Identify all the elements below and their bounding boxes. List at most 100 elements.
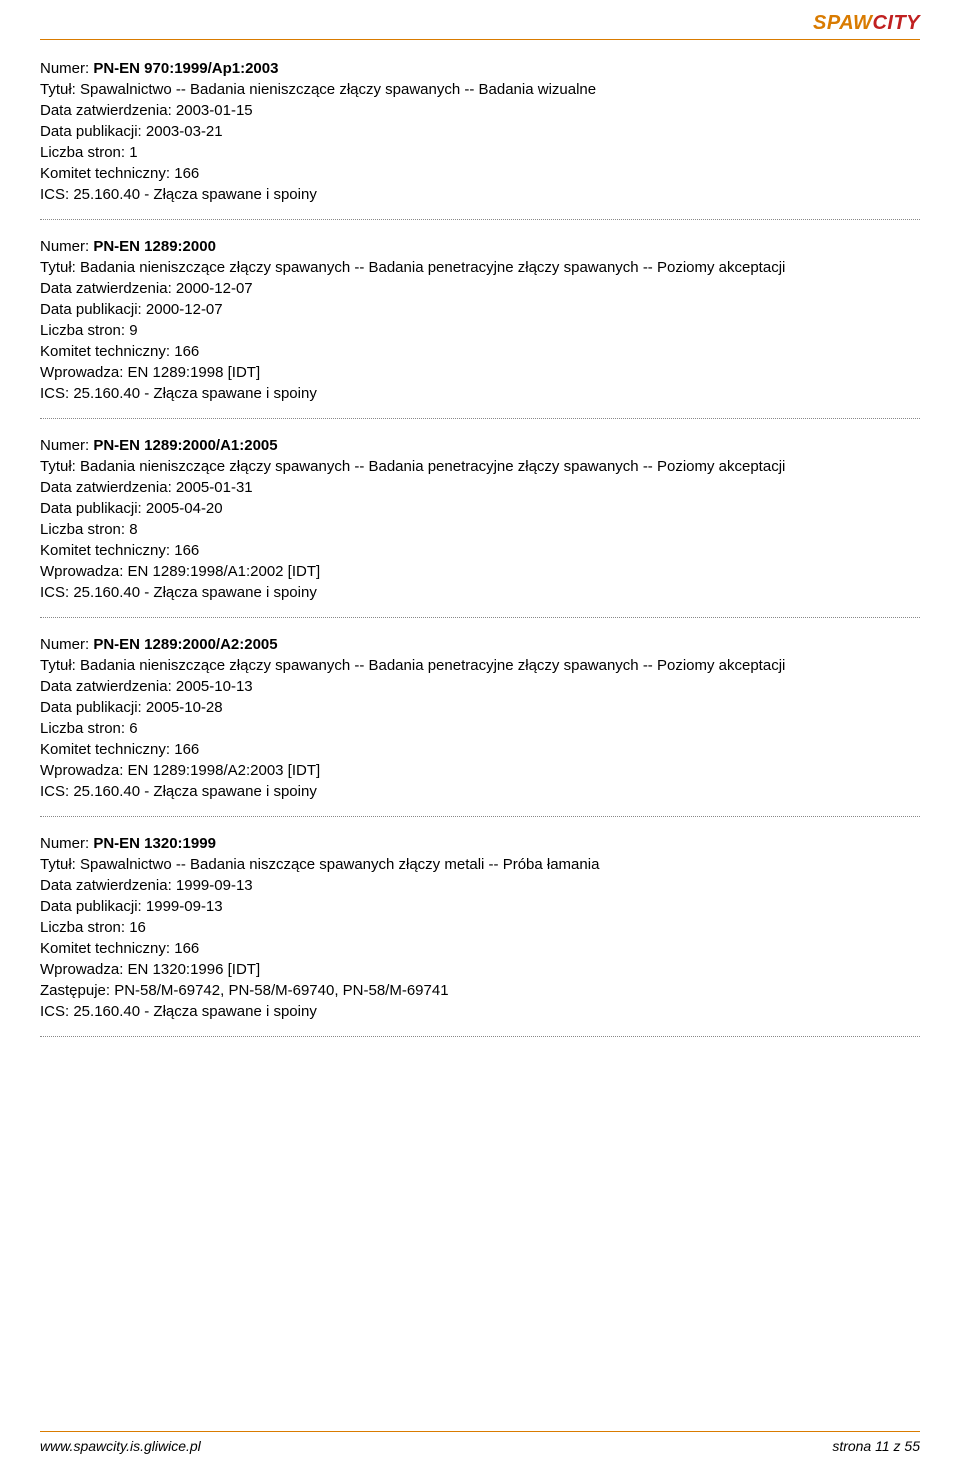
entry-wprowadza: Wprowadza: EN 1289:1998/A2:2003 [IDT] bbox=[40, 760, 920, 781]
entry-wprowadza: Wprowadza: EN 1320:1996 [IDT] bbox=[40, 959, 920, 980]
entry-tytul: Tytuł: Badania nieniszczące złączy spawa… bbox=[40, 456, 920, 477]
entry-data-zatw-label: Data zatwierdzenia: bbox=[40, 102, 176, 119]
entry-komitet-value: 166 bbox=[174, 542, 199, 559]
entry-data-zatw: Data zatwierdzenia: 1999-09-13 bbox=[40, 875, 920, 896]
entry-komitet-value: 166 bbox=[174, 741, 199, 758]
entry-data-pub-value: 1999-09-13 bbox=[146, 898, 223, 915]
entry-separator bbox=[40, 219, 920, 220]
entry-numer: Numer: PN-EN 1320:1999 bbox=[40, 833, 920, 854]
entry-ics-value: 25.160.40 - Złącza spawane i spoiny bbox=[73, 385, 316, 402]
entry-data-zatw-value: 2005-10-13 bbox=[176, 678, 253, 695]
entry-tytul: Tytuł: Spawalnictwo -- Badania nieniszcz… bbox=[40, 79, 920, 100]
entry: Numer: PN-EN 1289:2000/A1:2005Tytuł: Bad… bbox=[40, 435, 920, 603]
entry-liczba-stron: Liczba stron: 16 bbox=[40, 917, 920, 938]
entry-numer: Numer: PN-EN 1289:2000/A1:2005 bbox=[40, 435, 920, 456]
entry-komitet-value: 166 bbox=[174, 343, 199, 360]
entry-ics-value: 25.160.40 - Złącza spawane i spoiny bbox=[73, 1003, 316, 1020]
entry-data-zatw: Data zatwierdzenia: 2003-01-15 bbox=[40, 100, 920, 121]
entry-data-pub-label: Data publikacji: bbox=[40, 699, 146, 716]
entry-ics-value: 25.160.40 - Złącza spawane i spoiny bbox=[73, 584, 316, 601]
entry-data-zatw-value: 2003-01-15 bbox=[176, 102, 253, 119]
entry-liczba-stron: Liczba stron: 8 bbox=[40, 519, 920, 540]
entry-data-pub-value: 2003-03-21 bbox=[146, 123, 223, 140]
entry-liczba-stron-label: Liczba stron: bbox=[40, 720, 129, 737]
entry-liczba-stron-value: 9 bbox=[129, 322, 137, 339]
entry-ics-label: ICS: bbox=[40, 186, 73, 203]
entry-tytul-label: Tytuł: bbox=[40, 259, 80, 276]
footer-page: strona 11 z 55 bbox=[832, 1438, 920, 1454]
entry-tytul-value: Spawalnictwo -- Badania nieniszczące złą… bbox=[80, 81, 596, 98]
entry-ics: ICS: 25.160.40 - Złącza spawane i spoiny bbox=[40, 184, 920, 205]
entry-ics: ICS: 25.160.40 - Złącza spawane i spoiny bbox=[40, 582, 920, 603]
entry-numer-value: PN-EN 1320:1999 bbox=[93, 835, 216, 852]
entry-komitet-label: Komitet techniczny: bbox=[40, 165, 174, 182]
entry-komitet-label: Komitet techniczny: bbox=[40, 542, 174, 559]
entry-numer-label: Numer: bbox=[40, 60, 93, 77]
entry: Numer: PN-EN 1289:2000/A2:2005Tytuł: Bad… bbox=[40, 634, 920, 802]
entry-separator bbox=[40, 418, 920, 419]
entry-liczba-stron: Liczba stron: 9 bbox=[40, 320, 920, 341]
entry-ics: ICS: 25.160.40 - Złącza spawane i spoiny bbox=[40, 383, 920, 404]
entry-liczba-stron: Liczba stron: 6 bbox=[40, 718, 920, 739]
entry-wprowadza-label: Wprowadza: bbox=[40, 364, 128, 381]
entry-numer: Numer: PN-EN 1289:2000/A2:2005 bbox=[40, 634, 920, 655]
entry-wprowadza-label: Wprowadza: bbox=[40, 961, 128, 978]
header-rule bbox=[40, 39, 920, 40]
entry-komitet: Komitet techniczny: 166 bbox=[40, 938, 920, 959]
entry-numer: Numer: PN-EN 970:1999/Ap1:2003 bbox=[40, 58, 920, 79]
entry: Numer: PN-EN 970:1999/Ap1:2003Tytuł: Spa… bbox=[40, 58, 920, 205]
entry-separator bbox=[40, 1036, 920, 1037]
entry-ics-label: ICS: bbox=[40, 584, 73, 601]
entry-ics-value: 25.160.40 - Złącza spawane i spoiny bbox=[73, 783, 316, 800]
entry-data-zatw-value: 2005-01-31 bbox=[176, 479, 253, 496]
entry-data-pub-label: Data publikacji: bbox=[40, 500, 146, 517]
entry-numer-value: PN-EN 1289:2000/A1:2005 bbox=[93, 437, 277, 454]
entry-data-zatw: Data zatwierdzenia: 2005-10-13 bbox=[40, 676, 920, 697]
entry-numer-label: Numer: bbox=[40, 238, 93, 255]
entry-komitet-label: Komitet techniczny: bbox=[40, 741, 174, 758]
entry-data-zatw-value: 1999-09-13 bbox=[176, 877, 253, 894]
entry-data-pub: Data publikacji: 2005-10-28 bbox=[40, 697, 920, 718]
entry-wprowadza: Wprowadza: EN 1289:1998 [IDT] bbox=[40, 362, 920, 383]
entry-liczba-stron-value: 6 bbox=[129, 720, 137, 737]
entry-komitet-label: Komitet techniczny: bbox=[40, 343, 174, 360]
entry-wprowadza-value: EN 1289:1998/A2:2003 [IDT] bbox=[128, 762, 321, 779]
entry-zastepuje: Zastępuje: PN-58/M-69742, PN-58/M-69740,… bbox=[40, 980, 920, 1001]
entry-data-pub: Data publikacji: 2005-04-20 bbox=[40, 498, 920, 519]
entry-liczba-stron-label: Liczba stron: bbox=[40, 322, 129, 339]
entry-ics-label: ICS: bbox=[40, 1003, 73, 1020]
entries-list: Numer: PN-EN 970:1999/Ap1:2003Tytuł: Spa… bbox=[40, 58, 920, 1037]
entry-wprowadza-label: Wprowadza: bbox=[40, 563, 128, 580]
entry-wprowadza-value: EN 1289:1998 [IDT] bbox=[128, 364, 261, 381]
entry-tytul-label: Tytuł: bbox=[40, 458, 80, 475]
entry-numer-value: PN-EN 970:1999/Ap1:2003 bbox=[93, 60, 278, 77]
entry-ics-label: ICS: bbox=[40, 783, 73, 800]
entry-liczba-stron: Liczba stron: 1 bbox=[40, 142, 920, 163]
entry-data-pub: Data publikacji: 2000-12-07 bbox=[40, 299, 920, 320]
entry: Numer: PN-EN 1320:1999Tytuł: Spawalnictw… bbox=[40, 833, 920, 1022]
brand-logo: SPAWCITY bbox=[40, 12, 920, 35]
entry: Numer: PN-EN 1289:2000Tytuł: Badania nie… bbox=[40, 236, 920, 404]
entry-data-pub-label: Data publikacji: bbox=[40, 898, 146, 915]
entry-ics-value: 25.160.40 - Złącza spawane i spoiny bbox=[73, 186, 316, 203]
entry-tytul-value: Spawalnictwo -- Badania niszczące spawan… bbox=[80, 856, 599, 873]
entry-numer-value: PN-EN 1289:2000 bbox=[93, 238, 216, 255]
entry-numer-label: Numer: bbox=[40, 636, 93, 653]
entry-tytul: Tytuł: Badania nieniszczące złączy spawa… bbox=[40, 257, 920, 278]
entry-wprowadza-value: EN 1320:1996 [IDT] bbox=[128, 961, 261, 978]
entry-komitet: Komitet techniczny: 166 bbox=[40, 739, 920, 760]
entry-data-zatw-label: Data zatwierdzenia: bbox=[40, 877, 176, 894]
footer-url: www.spawcity.is.gliwice.pl bbox=[40, 1438, 201, 1454]
entry-data-zatw: Data zatwierdzenia: 2005-01-31 bbox=[40, 477, 920, 498]
entry-liczba-stron-label: Liczba stron: bbox=[40, 521, 129, 538]
entry-data-zatw-label: Data zatwierdzenia: bbox=[40, 479, 176, 496]
entry-liczba-stron-label: Liczba stron: bbox=[40, 919, 129, 936]
entry-liczba-stron-value: 16 bbox=[129, 919, 146, 936]
entry-data-zatw-label: Data zatwierdzenia: bbox=[40, 678, 176, 695]
entry-tytul-value: Badania nieniszczące złączy spawanych --… bbox=[80, 458, 785, 475]
entry-data-zatw-value: 2000-12-07 bbox=[176, 280, 253, 297]
entry-tytul-value: Badania nieniszczące złączy spawanych --… bbox=[80, 657, 785, 674]
entry-numer: Numer: PN-EN 1289:2000 bbox=[40, 236, 920, 257]
entry-data-pub: Data publikacji: 2003-03-21 bbox=[40, 121, 920, 142]
entry-komitet: Komitet techniczny: 166 bbox=[40, 163, 920, 184]
